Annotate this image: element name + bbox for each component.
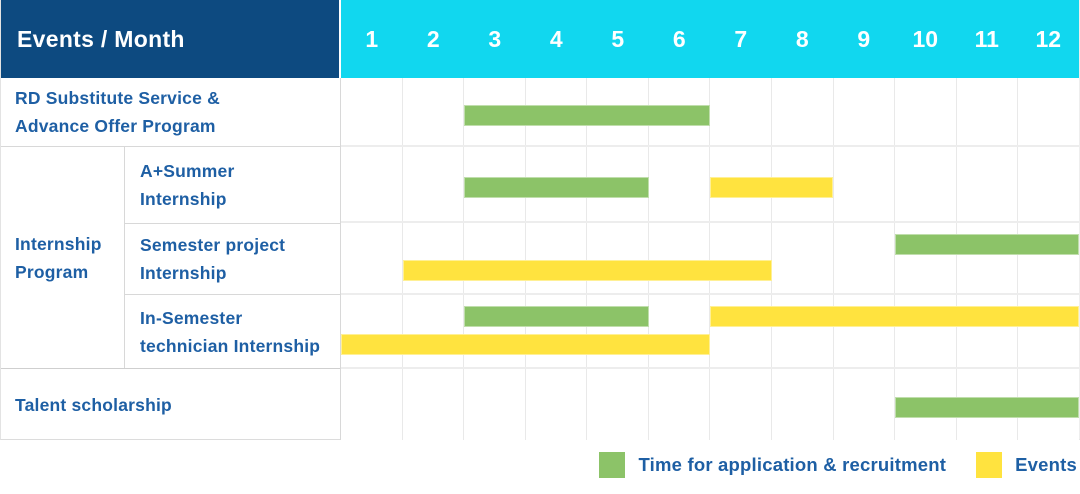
month-column [464,78,526,440]
month-column [834,78,896,440]
events-bar [710,306,1079,327]
table-header-row: Events / Month 1 2 3 4 5 6 7 8 9 10 11 12 [1,0,1079,78]
row-label-in-semester-technician: In-Semester technician Internship [125,294,340,368]
semester-project-label: Semester project Internship [140,234,286,283]
application-legend-label: Time for application & recruitment [638,454,947,475]
application-color-swatch [599,452,626,478]
legend-item-events: Events [976,452,1077,478]
group-label-cell: Internship Program [1,147,125,368]
month-header-cell: 2 [426,25,440,52]
legend: Time for application & recruitment Event… [599,452,1077,478]
month-header-cell: 9 [857,25,871,52]
a-plus-summer-label: A+Summer Internship [140,160,235,209]
month-header-cell: 6 [672,25,686,52]
month-header-row: 1 2 3 4 5 6 7 8 9 10 11 12 [341,0,1079,78]
legend-item-application: Time for application & recruitment [599,452,946,478]
chart-row [341,368,1079,440]
internship-program-label: Internship Program [15,233,102,282]
chart-rows [341,78,1079,440]
month-header-cell: 5 [611,25,625,52]
events-month-label: Events / Month [17,25,185,52]
month-header-cell: 7 [734,25,748,52]
month-column [895,78,957,440]
application-bar [464,105,710,126]
row-label-a-plus-summer: A+Summer Internship [125,147,340,223]
chart-area [341,78,1079,440]
in-semester-technician-label: In-Semester technician Internship [140,307,321,356]
events-bar [710,177,833,198]
month-header-cell: 12 [1035,25,1062,52]
month-column [710,78,773,440]
month-column [957,78,1019,440]
application-bar [894,234,1079,255]
chart-row [341,222,1079,295]
month-header-cell: 8 [795,25,809,52]
application-bar [464,306,649,327]
month-column [587,78,649,440]
month-header-cell: 11 [974,25,999,52]
chart-row [341,78,1079,147]
row-label-rd-substitute: RD Substitute Service & Advance Offer Pr… [1,78,340,146]
rd-substitute-label: RD Substitute Service & Advance Offer Pr… [15,88,220,136]
talent-scholarship-label: Talent scholarship [15,394,172,415]
events-color-swatch [976,452,1003,478]
application-bar [464,177,649,198]
chart-row [341,146,1079,223]
events-bar [341,334,710,355]
chart-gridlines [341,78,1079,440]
row-label-talent-scholarship: Talent scholarship [1,368,340,440]
month-header-cell: 3 [488,25,502,52]
month-column [772,78,834,440]
month-column [649,78,711,440]
month-header-cell: 1 [365,25,379,52]
table-body: RD Substitute Service & Advance Offer Pr… [1,78,1079,440]
events-legend-label: Events [1015,454,1077,475]
internship-program-group: Internship Program A+Summer Internship S… [1,146,340,368]
month-column [526,78,588,440]
events-bar [402,260,772,281]
month-header-cell: 10 [912,25,939,52]
events-month-header-cell: Events / Month [1,0,341,78]
month-header-cell: 4 [549,25,563,52]
month-column [341,78,403,440]
month-column [403,78,465,440]
schedule-table: Events / Month 1 2 3 4 5 6 7 8 9 10 11 12 RD Substi… [0,0,1080,440]
row-label-column: RD Substitute Service & Advance Offer Pr… [1,78,341,440]
group-sub-rows: A+Summer Internship Semester project Int… [125,147,340,368]
application-bar [894,397,1079,418]
chart-row [341,294,1079,369]
row-label-semester-project: Semester project Internship [125,222,340,295]
